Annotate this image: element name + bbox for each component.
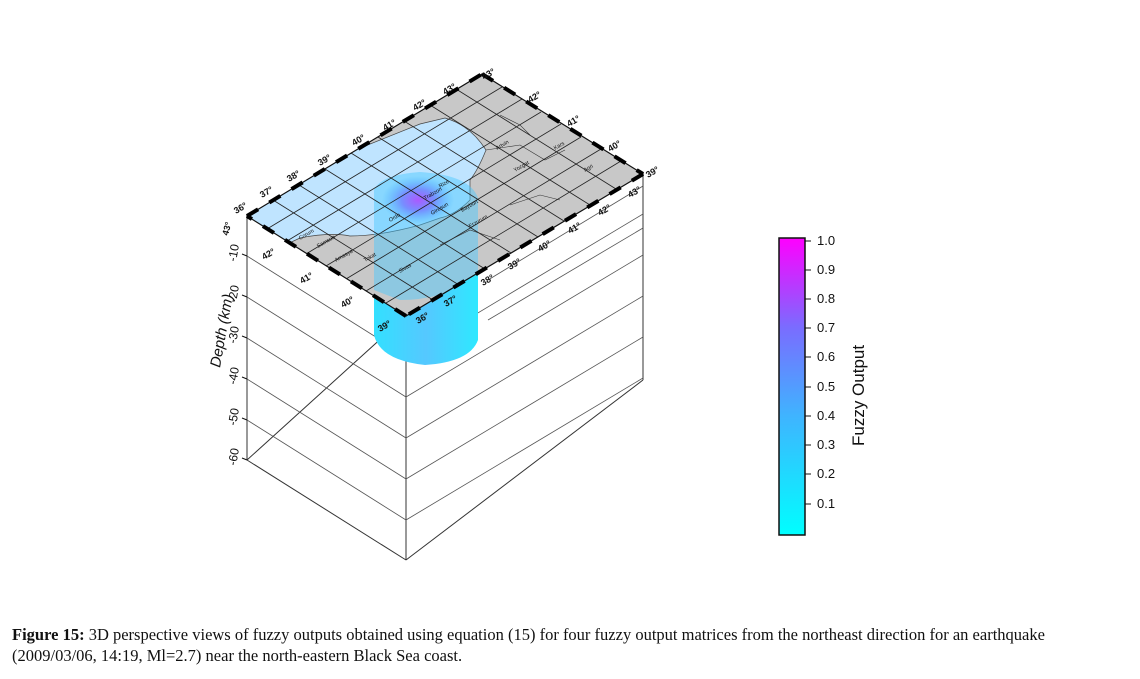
depth-tick-20: -20 <box>225 284 242 304</box>
depth-tick-50: -50 <box>225 407 242 427</box>
colorbar: 1.0 0.9 0.8 0.7 0.6 0.5 0.4 0.3 0.2 0.1 … <box>778 233 868 536</box>
right-edge-labels: 42° 41° 40° 39° <box>526 89 661 180</box>
city-ordu: Ordu <box>388 212 402 223</box>
depth-tick-30: -30 <box>225 325 242 345</box>
depth-axis: -10 -20 -30 -40 -50 -60 Depth (km) <box>207 243 248 467</box>
colorbar-tick-0-5: 0.5 <box>817 379 835 394</box>
bottom-lon-43: 43° <box>626 184 643 200</box>
colorbar-gradient <box>778 237 806 536</box>
depth-tick-40: -40 <box>225 366 242 386</box>
colorbar-title: Fuzzy Output <box>849 345 868 446</box>
bottom-lon-41: 41° <box>566 220 583 236</box>
top-lon-37: 37° <box>258 184 275 200</box>
colorbar-tick-0-8: 0.8 <box>817 291 835 306</box>
colorbar-tick-0-6: 0.6 <box>817 349 835 364</box>
city-rize: Rize <box>438 179 451 190</box>
depth-grid-left <box>246 255 407 521</box>
bottom-lon-40: 40° <box>536 238 553 254</box>
city-agri: Agri <box>583 164 594 174</box>
right-lat-41: 41° <box>565 113 582 129</box>
colorbar-tick-1-0: 1.0 <box>817 233 835 248</box>
figure-caption: Figure 15: 3D perspective views of fuzzy… <box>12 624 1122 666</box>
right-lat-42: 42° <box>526 89 543 105</box>
map-plane <box>245 72 645 318</box>
bottom-lon-39: 39° <box>506 256 523 272</box>
right-lat-40: 40° <box>606 138 623 154</box>
bottom-lon-42: 42° <box>596 202 613 218</box>
depth-tick-10: -10 <box>225 243 242 263</box>
right-lat-39: 39° <box>644 164 661 180</box>
left-lat-40: 40° <box>339 294 356 310</box>
top-lat-43: 43° <box>480 66 497 82</box>
figure-3d-perspective: -10 -20 -30 -40 -50 -60 Depth (km) <box>207 66 868 561</box>
colorbar-tick-0-3: 0.3 <box>817 437 835 452</box>
left-lat-43: 43° <box>220 220 233 236</box>
caption-text: 3D perspective views of fuzzy outputs ob… <box>12 625 1045 665</box>
caption-label: Figure 15: <box>12 625 85 644</box>
colorbar-tick-0-2: 0.2 <box>817 466 835 481</box>
left-lat-41: 41° <box>298 270 315 286</box>
bottom-lon-38: 38° <box>479 272 496 288</box>
colorbar-tick-0-4: 0.4 <box>817 408 835 423</box>
city-kars: Kars <box>553 141 566 152</box>
colorbar-tick-0-9: 0.9 <box>817 262 835 277</box>
colorbar-tick-0-7: 0.7 <box>817 320 835 335</box>
top-lon-36: 36° <box>232 200 249 216</box>
depth-tick-60: -60 <box>225 447 242 467</box>
top-lon-38: 38° <box>285 168 302 184</box>
colorbar-tick-0-1: 0.1 <box>817 496 835 511</box>
left-lat-42: 42° <box>260 246 277 262</box>
